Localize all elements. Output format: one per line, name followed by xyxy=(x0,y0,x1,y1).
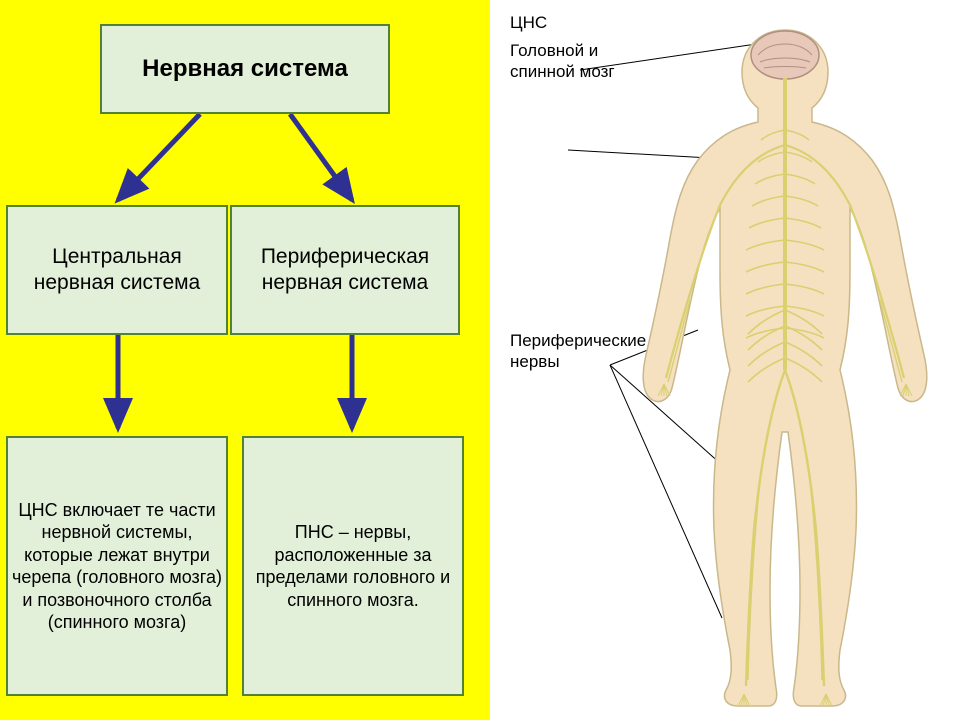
label-cns-title: ЦНС xyxy=(510,12,547,33)
node-cns-desc-label: ЦНС включает те части нервной системы, к… xyxy=(12,499,222,634)
node-peripheral-label: Периферическая нервная система xyxy=(236,244,454,297)
anatomy-panel: ЦНС Головной и спинной мозг Периферическ… xyxy=(490,0,960,720)
node-pns-desc: ПНС – нервы, расположенные за пределами … xyxy=(242,436,464,696)
node-central: Центральная нервная система xyxy=(6,205,228,335)
node-peripheral: Периферическая нервная система xyxy=(230,205,460,335)
flowchart-panel: Нервная система Центральная нервная сист… xyxy=(0,0,490,720)
label-cns-title-text: ЦНС xyxy=(510,13,547,32)
node-central-label: Центральная нервная система xyxy=(12,244,222,297)
node-cns-desc: ЦНС включает те части нервной системы, к… xyxy=(6,436,228,696)
node-root: Нервная система xyxy=(100,24,390,114)
anatomy-figure xyxy=(620,10,950,710)
node-root-label: Нервная система xyxy=(142,54,348,84)
label-cns-text: Головной и спинной мозг xyxy=(510,40,620,83)
node-pns-desc-label: ПНС – нервы, расположенные за пределами … xyxy=(248,521,458,611)
label-cns-text-span: Головной и спинной мозг xyxy=(510,41,615,81)
